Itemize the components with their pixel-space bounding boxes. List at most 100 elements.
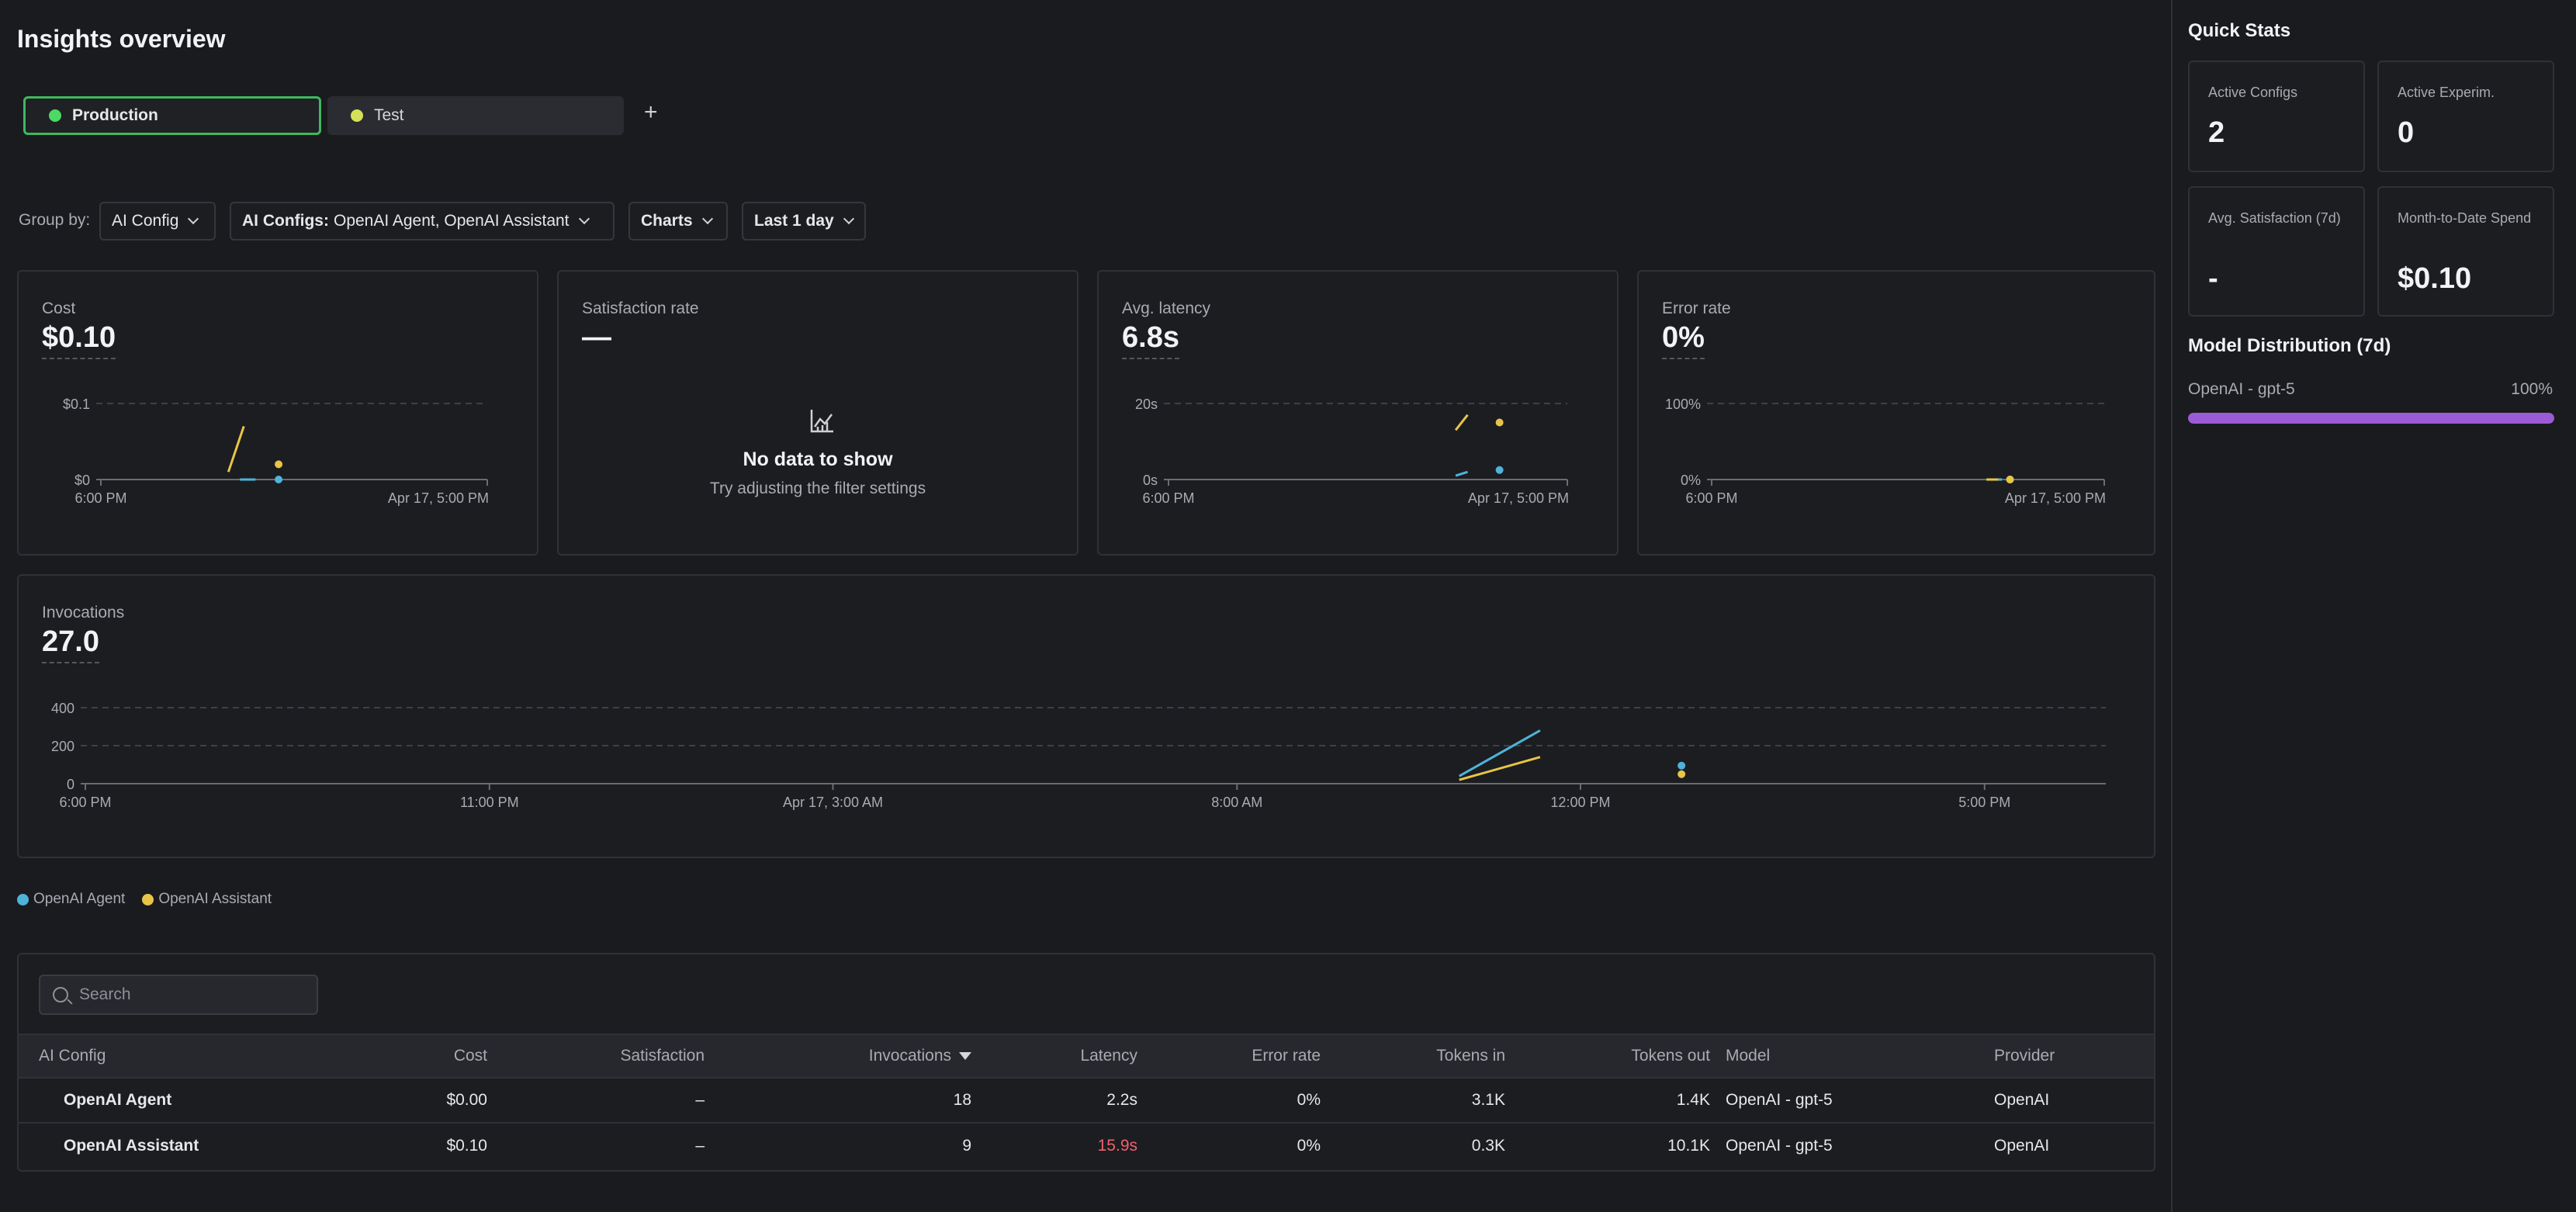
data-point-assistant[interactable] [1678, 770, 1686, 778]
model-distribution-fill [2188, 413, 2554, 424]
x-tick-label: 5:00 PM [1958, 795, 2010, 810]
error-rate-value: 0% [1662, 321, 1705, 359]
header-cost[interactable]: Cost [453, 1047, 487, 1065]
tab-label: Test [374, 106, 404, 124]
quick-stats-sidebar: Quick Stats Active Configs 2 Active Expe… [2171, 0, 2576, 1212]
add-tab-plus-icon[interactable]: + [644, 99, 658, 125]
view-value: Charts [641, 212, 693, 230]
y-tick-label: 200 [51, 739, 74, 754]
cost-card: Cost $0.10 $0 $0.1 6:00 PM Apr 17, 5:00 PM [17, 270, 538, 556]
chart-legend: OpenAI Agent OpenAI Assistant [17, 891, 272, 908]
invocations-value: 27.0 [42, 625, 99, 663]
stat-value: 0 [2398, 116, 2415, 149]
legend-label: OpenAI Assistant [158, 891, 272, 907]
legend-dot-icon [142, 893, 154, 906]
data-point-agent[interactable] [1495, 466, 1504, 474]
range-value: Last 1 day [754, 212, 834, 230]
legend-dot-icon [17, 893, 29, 906]
y-tick-label: $0.1 [63, 396, 90, 412]
chevron-down-icon [701, 213, 713, 225]
stat-label: Avg. Satisfaction (7d) [2208, 210, 2341, 226]
group-by-dropdown[interactable]: AI Config [99, 202, 216, 241]
configs-table: Search AI Config Cost Satisfaction Invoc… [17, 953, 2155, 1172]
data-point-assistant[interactable] [275, 460, 283, 469]
model-distribution-percent: 100% [2511, 380, 2553, 398]
x-tick-label: Apr 17, 5:00 PM [2005, 490, 2106, 506]
chevron-down-icon [188, 213, 199, 225]
row-satisfaction: – [695, 1137, 705, 1155]
header-latency[interactable]: Latency [1080, 1047, 1137, 1065]
legend-item-agent: OpenAI Agent [17, 891, 125, 908]
x-tick-label: 6:00 PM [74, 490, 126, 506]
legend-item-assistant: OpenAI Assistant [142, 891, 272, 908]
chevron-down-icon [578, 213, 590, 225]
row-invocations: 9 [962, 1137, 971, 1155]
table-row[interactable]: OpenAI Assistant $0.10 – 9 15.9s 0% 0.3K… [19, 1124, 2154, 1169]
search-icon [53, 987, 68, 1002]
view-dropdown[interactable]: Charts [628, 202, 728, 241]
invocations-label: Invocations [42, 604, 125, 622]
invocations-card: Invocations 27.0 0 200 400 6:00 PM 11:00 PM A… [17, 574, 2155, 858]
latency-label: Avg. latency [1122, 300, 1211, 317]
row-tokens-in: 0.3K [1471, 1137, 1505, 1155]
header-tokens-in[interactable]: Tokens in [1436, 1047, 1505, 1065]
header-invocations[interactable]: Invocations [732, 1035, 971, 1077]
ai-configs-dropdown[interactable]: AI Configs: OpenAI Agent, OpenAI Assista… [230, 202, 615, 241]
chart-icon [810, 410, 833, 433]
stat-label: Month-to-Date Spend [2398, 210, 2532, 226]
series-line-agent [1458, 729, 1541, 777]
row-tokens-out: 10.1K [1667, 1137, 1710, 1155]
x-tick-label: 6:00 PM [59, 795, 111, 810]
model-distribution-label: OpenAI - gpt-5 [2188, 380, 2295, 398]
table-header: AI Config Cost Satisfaction Invocations … [19, 1034, 2154, 1079]
stat-value: $0.10 [2398, 262, 2472, 295]
x-tick-label: Apr 17, 3:00 AM [783, 795, 883, 810]
cost-chart: $0 $0.1 6:00 PM Apr 17, 5:00 PM [63, 396, 489, 506]
data-point-agent[interactable] [275, 476, 283, 483]
x-tick-label: 12:00 PM [1550, 795, 1610, 810]
stat-active-configs: Active Configs 2 [2188, 61, 2365, 172]
latency-chart: 0s 20s 6:00 PM Apr 17, 5:00 PM [1135, 396, 1569, 506]
y-tick-label: 100% [1665, 396, 1701, 412]
header-ai-config[interactable]: AI Config [39, 1047, 106, 1065]
range-dropdown[interactable]: Last 1 day [742, 202, 866, 241]
latency-card: Avg. latency 6.8s 0s 20s 6:00 PM Apr 17, 5:… [1097, 270, 1619, 556]
search-placeholder: Search [79, 985, 131, 1003]
y-tick-label: 20s [1135, 396, 1158, 412]
stat-avg-satisfaction: Avg. Satisfaction (7d) - [2188, 186, 2365, 317]
data-point-agent[interactable] [1678, 761, 1686, 770]
row-config: OpenAI Assistant [64, 1137, 199, 1155]
satisfaction-value: — [582, 321, 611, 354]
y-tick-label: 400 [51, 701, 74, 716]
tab-test[interactable]: Test [327, 96, 624, 135]
data-point-assistant[interactable] [2006, 476, 2014, 483]
row-tokens-out: 1.4K [1676, 1091, 1710, 1109]
row-error-rate: 0% [1297, 1137, 1321, 1155]
cost-value: $0.10 [42, 321, 116, 359]
legend-label: OpenAI Agent [33, 891, 126, 907]
row-latency: 15.9s [1097, 1137, 1137, 1155]
row-satisfaction: – [695, 1091, 705, 1109]
header-error-rate[interactable]: Error rate [1252, 1047, 1321, 1065]
quick-stats-title: Quick Stats [2188, 20, 2291, 41]
header-satisfaction[interactable]: Satisfaction [620, 1047, 705, 1065]
search-input[interactable]: Search [39, 975, 318, 1015]
error-rate-label: Error rate [1662, 300, 1731, 317]
header-provider[interactable]: Provider [1994, 1047, 2055, 1065]
stat-value: 2 [2208, 116, 2225, 149]
ai-configs-label: AI Configs: [242, 212, 329, 230]
data-point-assistant[interactable] [1495, 418, 1504, 427]
stat-label: Active Configs [2208, 85, 2298, 100]
table-row[interactable]: OpenAI Agent $0.00 – 18 2.2s 0% 3.1K 1.4… [19, 1079, 2154, 1124]
no-data-title: No data to show [743, 448, 893, 470]
satisfaction-card: Satisfaction rate — No data to show Try … [557, 270, 1079, 556]
row-latency: 2.2s [1106, 1091, 1137, 1109]
error-rate-card: Error rate 0% 0% 100% 6:00 PM Apr 17, 5:00 … [1637, 270, 2155, 556]
row-error-rate: 0% [1297, 1091, 1321, 1109]
tab-production[interactable]: Production [23, 96, 321, 135]
header-tokens-out[interactable]: Tokens out [1631, 1047, 1710, 1065]
header-model[interactable]: Model [1726, 1047, 1771, 1065]
page-title: Insights overview [17, 25, 226, 53]
series-line-assistant [1454, 414, 1469, 431]
latency-value: 6.8s [1122, 321, 1179, 359]
